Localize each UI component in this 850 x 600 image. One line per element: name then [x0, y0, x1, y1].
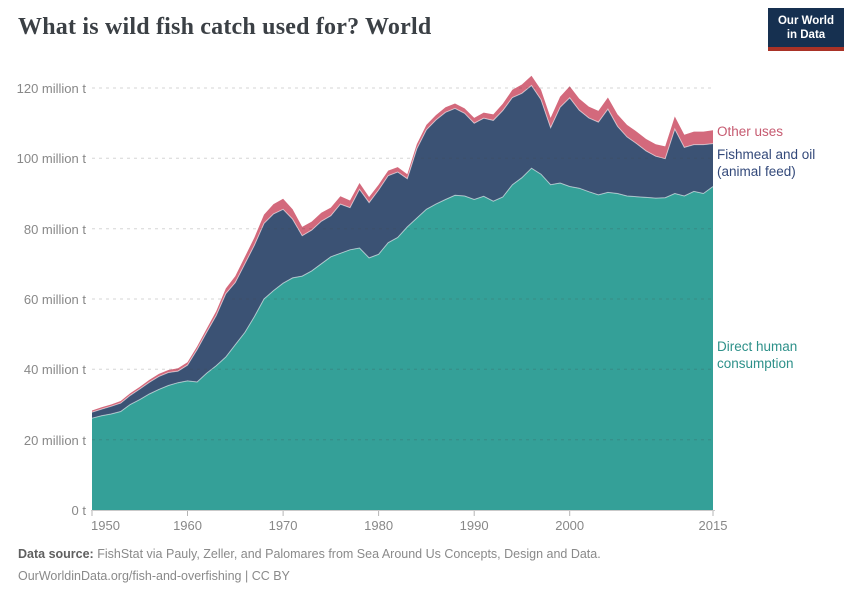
series-label-direct-human-consumption: Direct human consumption: [717, 338, 797, 372]
owid-logo[interactable]: Our World in Data: [768, 8, 844, 51]
footer-source-line: Data source: FishStat via Pauly, Zeller,…: [18, 547, 601, 561]
y-tick-label: 100 million t: [16, 151, 86, 167]
footer-separator: |: [241, 569, 252, 583]
area-direct-human-consumption[interactable]: [92, 168, 713, 510]
owid-logo-line1: Our World: [777, 15, 834, 27]
area-other-uses[interactable]: [92, 75, 713, 413]
x-tick-label: 1990: [459, 518, 489, 533]
x-tick-label: 1980: [364, 518, 394, 533]
y-tick-label: 0 t: [71, 503, 86, 518]
y-tick-label: 40 million t: [23, 362, 86, 378]
data-source-text: FishStat via Pauly, Zeller, and Palomare…: [93, 547, 601, 561]
x-tick-label: 2000: [555, 518, 585, 533]
x-tick-label: 1950: [91, 518, 120, 533]
footer-license-line: OurWorldinData.org/fish-and-overfishing …: [18, 569, 290, 583]
series-label-other-uses: Other uses: [717, 123, 783, 140]
series-boundary: [91, 84, 714, 413]
y-tick-label: 120 million t: [16, 81, 86, 96]
page-title: What is wild fish catch used for? World: [18, 14, 432, 40]
y-tick-label: 60 million t: [23, 292, 86, 307]
x-tick-label: 2015: [698, 518, 728, 533]
area-fishmeal-and-oil-animal-feed-[interactable]: [92, 85, 713, 419]
series-label-dhc-line1: Direct human: [717, 339, 798, 354]
y-tick-label: 80 million t: [23, 221, 86, 237]
series-label-fishmeal-line2: (animal feed): [717, 164, 796, 179]
series-label-fishmeal: Fishmeal and oil (animal feed): [717, 146, 815, 180]
data-source-label: Data source:: [18, 547, 94, 561]
x-tick-label: 1970: [268, 518, 298, 533]
footer-url[interactable]: OurWorldinData.org/fish-and-overfishing: [18, 569, 242, 583]
footer-license: CC BY: [251, 569, 290, 583]
y-tick-label: 20 million t: [23, 432, 86, 448]
owid-logo-line2: in Data: [786, 29, 826, 41]
series-label-dhc-line2: consumption: [717, 356, 794, 371]
series-boundary: [91, 167, 714, 419]
x-tick-label: 1960: [173, 518, 202, 533]
series-label-fishmeal-line1: Fishmeal and oil: [717, 147, 816, 162]
series-label-other-uses-text: Other uses: [717, 124, 784, 139]
